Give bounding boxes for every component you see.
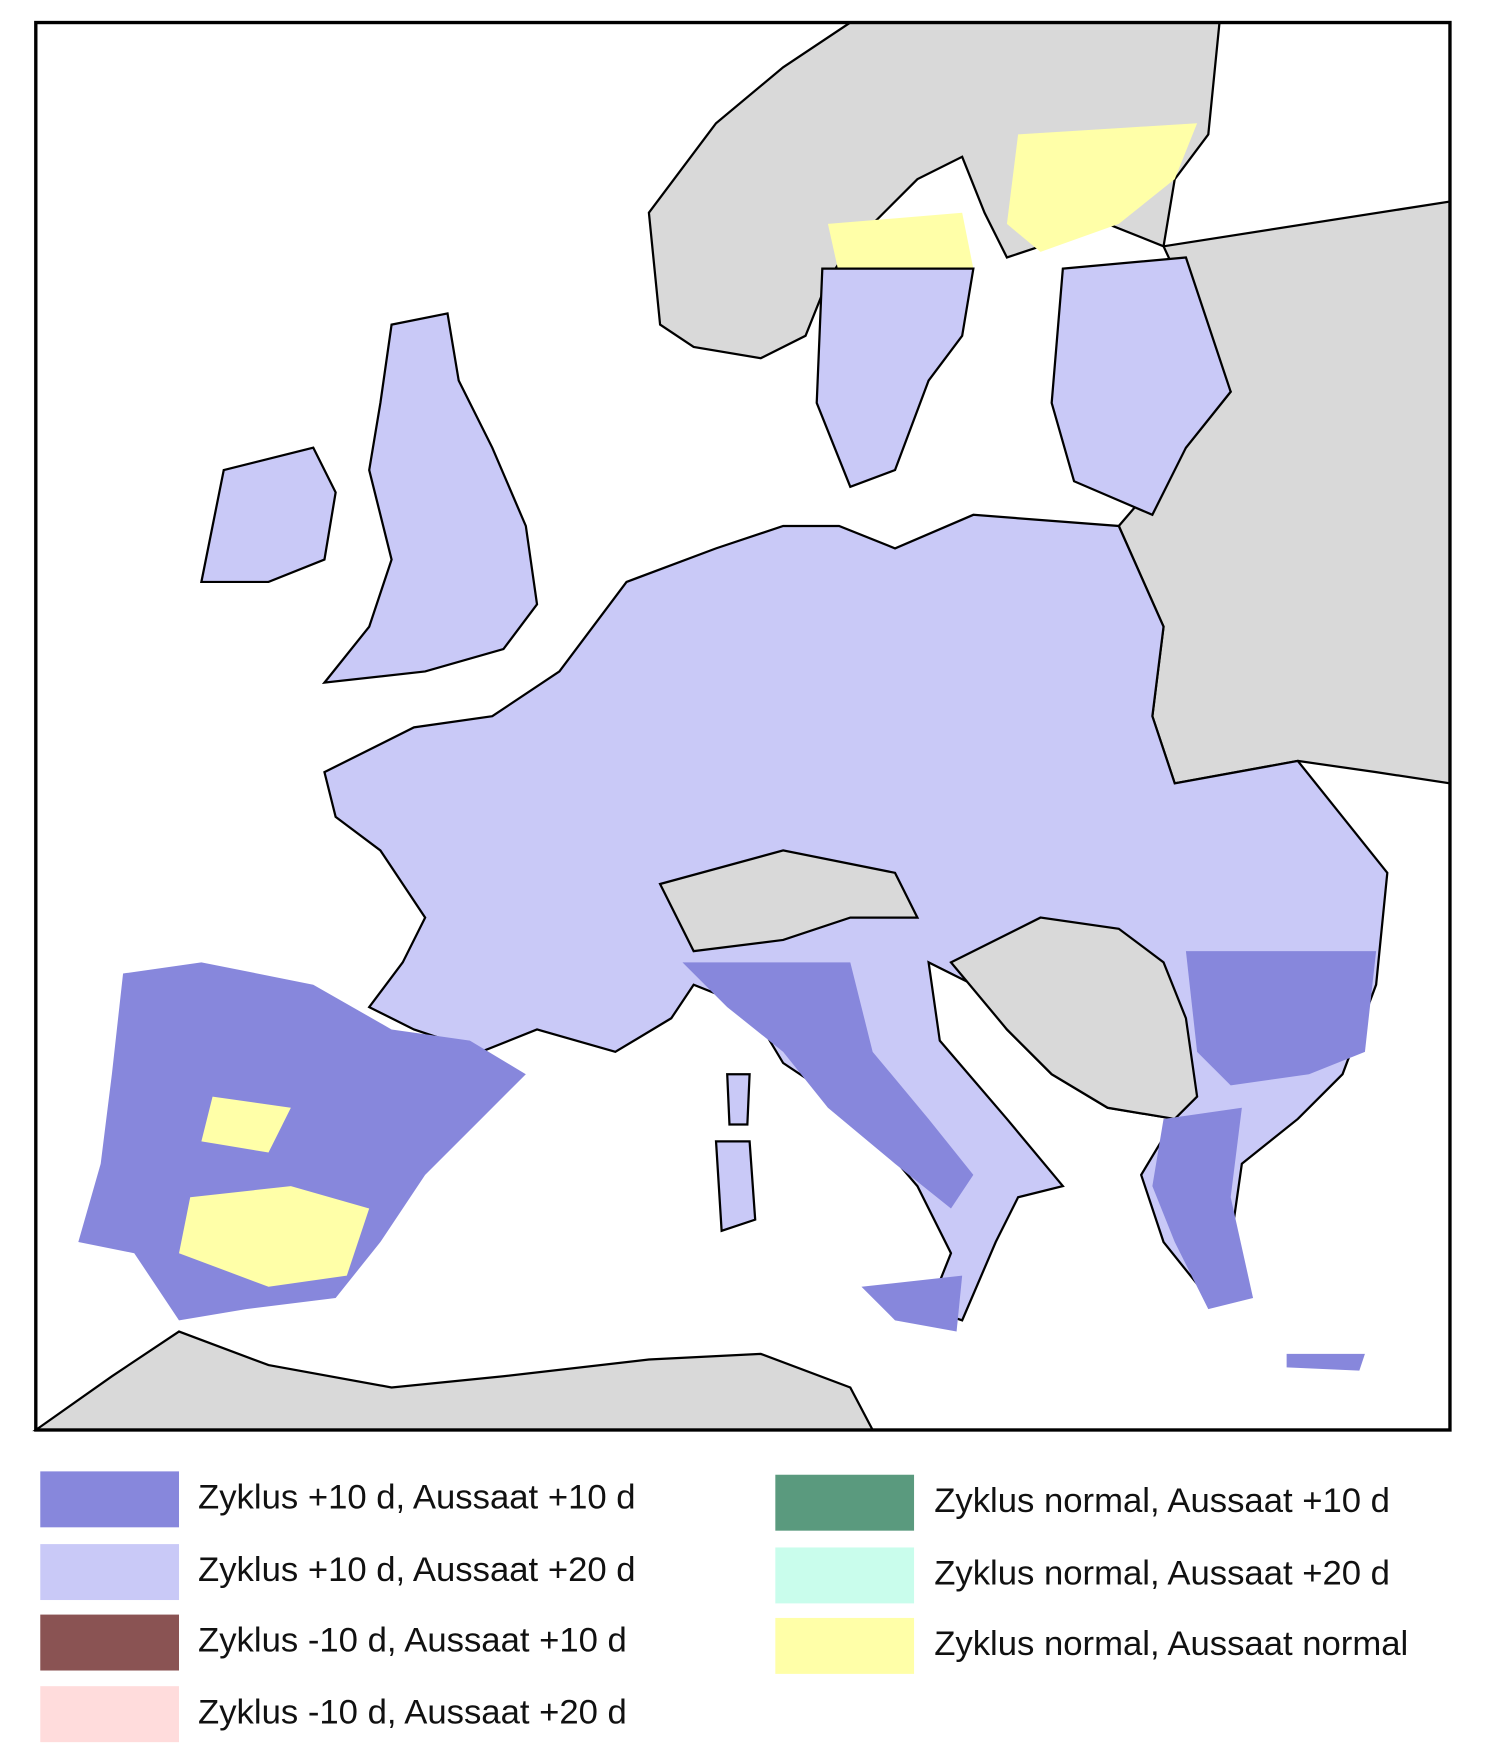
land-balkans [949,916,1199,1121]
legend-label: Zyklus normal, Aussaat +10 d [934,1482,1390,1520]
region-iberia-normal-2 [201,1096,291,1153]
legend-label: Zyklus +10 d, Aussaat +20 d [198,1551,636,1589]
land-alps-balkans [658,849,920,953]
legend-label: Zyklus +10 d, Aussaat +10 d [198,1479,636,1517]
legend-label: Zyklus -10 d, Aussaat +10 d [198,1622,627,1660]
region-sweden-north [827,212,974,275]
map-frame [34,20,1452,1432]
legend-swatch [40,1686,180,1743]
legend-swatch [775,1617,915,1674]
legend-swatch [40,1544,180,1601]
region-britain [321,312,539,685]
legend-swatch [40,1614,180,1671]
region-crete [1286,1353,1365,1371]
region-italy [682,962,974,1209]
region-greece [1152,1107,1254,1310]
legend-swatch [40,1471,180,1528]
region-corsica [726,1073,751,1126]
region-sardinia [714,1140,757,1233]
legend-swatch [775,1547,915,1604]
legend-swatch [775,1474,915,1531]
region-bulgaria [1185,951,1377,1086]
region-finland [1006,123,1198,252]
region-sicily [861,1275,963,1332]
legend-label: Zyklus -10 d, Aussaat +20 d [198,1693,627,1731]
region-ireland [200,446,337,584]
legend: Zyklus +10 d, Aussaat +10 d Zyklus +10 d,… [40,1471,1408,1743]
legend-label: Zyklus normal, Aussaat +20 d [934,1555,1390,1593]
region-baltics [1050,256,1232,517]
region-iberia-normal [179,1186,370,1287]
legend-label: Zyklus normal, Aussaat normal [934,1625,1408,1663]
map [32,20,1452,1432]
region-sweden [815,267,975,489]
land-africa [32,1330,875,1432]
